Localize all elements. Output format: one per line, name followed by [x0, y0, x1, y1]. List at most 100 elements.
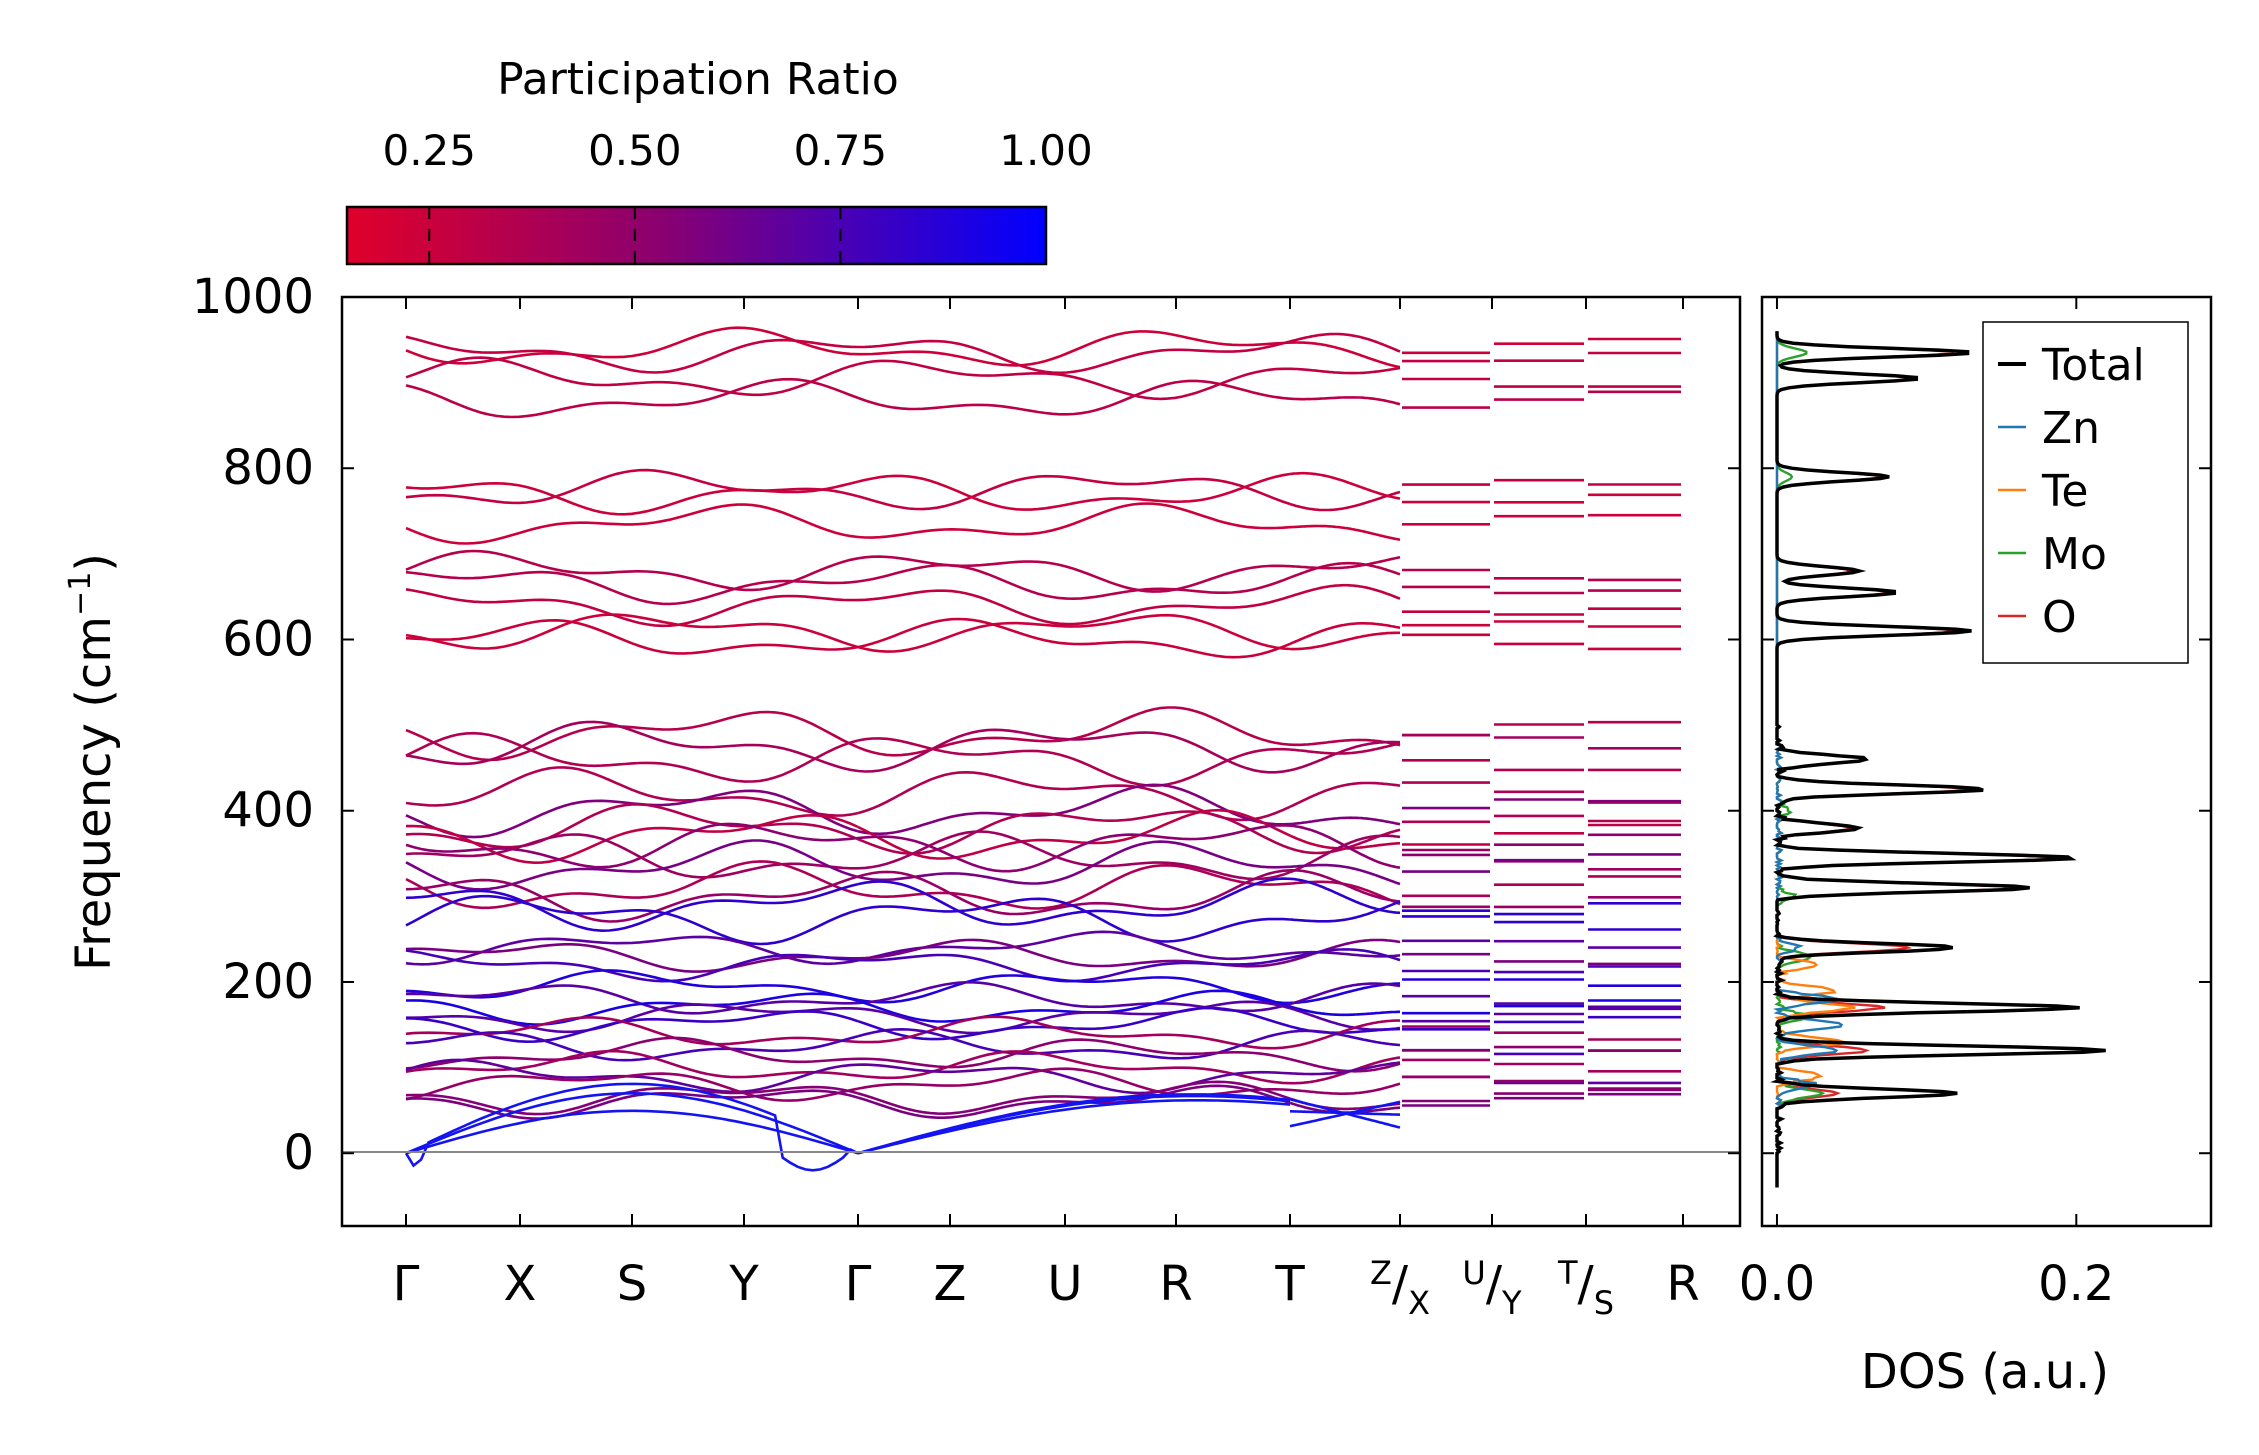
phonon-band	[1289, 900, 1401, 923]
phonon-band	[405, 935, 859, 966]
phonon-band	[1289, 490, 1401, 512]
phonon-band	[1289, 938, 1401, 963]
legend-label: Mo	[2042, 529, 2107, 580]
phonon-band	[405, 1085, 859, 1116]
colorbar-tick-label: 0.50	[588, 126, 682, 175]
phonon-band	[857, 359, 1290, 401]
colorbar-title: Participation Ratio	[497, 54, 899, 105]
dos-axes	[1760, 295, 2213, 1228]
legend-label: Total	[2041, 340, 2145, 391]
k-point-label: T/S	[1557, 1254, 1614, 1322]
phonon-band	[857, 1063, 1291, 1095]
k-point-label: Γ	[845, 1256, 872, 1312]
k-point-label: Γ	[393, 1256, 420, 1312]
phonon-band	[405, 813, 859, 865]
y-axis-ticks: 1000 800 600 400 200 0	[192, 269, 1740, 1181]
y-tick-label: 600	[222, 611, 314, 667]
colorbar-tick-label: 1.00	[999, 126, 1093, 175]
phonon-band	[406, 1003, 859, 1034]
dos-series-zn	[1773, 331, 1844, 1188]
phonon-band	[1289, 863, 1401, 886]
phonon-band	[857, 770, 1291, 822]
phonon-band	[1289, 561, 1401, 579]
colorbar-tick-label: 0.25	[382, 126, 476, 175]
phonon-band	[1289, 1029, 1401, 1047]
phonon-band	[1289, 622, 1401, 646]
phonon-band	[405, 710, 859, 762]
phonon-band	[1289, 471, 1401, 500]
phonon-band	[405, 356, 859, 397]
phonon-band	[405, 468, 859, 505]
phonon-band	[858, 330, 1291, 367]
phonon-band	[857, 1006, 1291, 1041]
phonon-band	[857, 877, 1291, 926]
phonon-band	[405, 1072, 859, 1102]
phonon-band	[405, 992, 859, 1026]
phonon-band	[405, 480, 859, 516]
phonon-band	[1289, 742, 1401, 755]
phonon-band	[1289, 631, 1400, 651]
phonon-band	[858, 1038, 1291, 1069]
phonon-band	[857, 379, 1291, 416]
dos-lines	[1770, 331, 2106, 1188]
phonon-band	[405, 1036, 859, 1070]
phonon-band	[857, 555, 1291, 593]
phonon-band	[1289, 396, 1401, 406]
band-lines	[404, 326, 1681, 1172]
phonon-band	[857, 613, 1291, 653]
phonon-band	[405, 731, 859, 783]
phonon-band	[857, 339, 1291, 375]
phonon-band	[857, 830, 1291, 881]
phonon-band	[857, 810, 1291, 855]
phonon-band	[857, 863, 1291, 910]
phonon-band	[405, 570, 859, 606]
phonon-band	[857, 706, 1291, 757]
y-tick-label: 800	[222, 440, 314, 496]
phonon-band	[857, 1000, 1291, 1035]
k-point-ticks: Γ X S Y Γ Z U R T Z/X U/Y T/S R	[393, 297, 1700, 1322]
phonon-band	[1289, 834, 1401, 850]
phonon-band	[1289, 332, 1401, 353]
phonon-band	[1289, 1082, 1401, 1095]
phonon-band	[857, 989, 1291, 1023]
phonon-band	[405, 969, 859, 1002]
phonon-band	[405, 326, 859, 365]
phonon-band	[1289, 1005, 1400, 1017]
dos-axis-ticks: 0.0 0.2	[1739, 296, 2211, 1312]
acoustic-branch	[1289, 1100, 1401, 1128]
phonon-band	[405, 875, 859, 923]
colorbar	[345, 205, 1048, 266]
phonon-band	[857, 474, 1291, 511]
phonon-band	[405, 377, 859, 419]
phonon-band	[405, 822, 859, 869]
phonon-band	[1289, 1061, 1401, 1076]
phonon-band	[1289, 824, 1401, 869]
phonon-band	[405, 588, 858, 628]
phonon-band	[405, 720, 859, 773]
phonon-band	[857, 1080, 1291, 1116]
phonon-band	[857, 783, 1291, 836]
colorbar-tick-label: 0.75	[794, 126, 888, 175]
phonon-band	[857, 617, 1291, 659]
dos-series-total	[1770, 331, 2106, 1188]
band-structure-axes	[340, 295, 1742, 1228]
phonon-band	[857, 737, 1291, 788]
dos-x-tick-label: 0.0	[1739, 1256, 1815, 1312]
phonon-band	[857, 840, 1291, 885]
phonon-band	[1290, 869, 1401, 903]
k-point-label: U	[1047, 1256, 1082, 1312]
acoustic-branch	[405, 1091, 859, 1155]
y-tick-label: 0	[283, 1125, 314, 1181]
phonon-band	[405, 803, 859, 849]
k-point-label: R	[1159, 1256, 1192, 1312]
dos-x-axis-label: DOS (a.u.)	[1861, 1344, 2109, 1400]
phonon-band	[405, 839, 859, 891]
k-point-label: R	[1666, 1256, 1699, 1312]
k-point-label: Y	[728, 1256, 759, 1312]
phonon-band	[405, 1031, 859, 1062]
legend-label: O	[2042, 592, 2077, 643]
phonon-band	[1289, 816, 1401, 826]
phonon-band	[405, 503, 859, 545]
colorbar-ticks: 0.25 0.50 0.75 1.00	[382, 126, 1093, 264]
y-tick-label: 400	[222, 783, 314, 839]
